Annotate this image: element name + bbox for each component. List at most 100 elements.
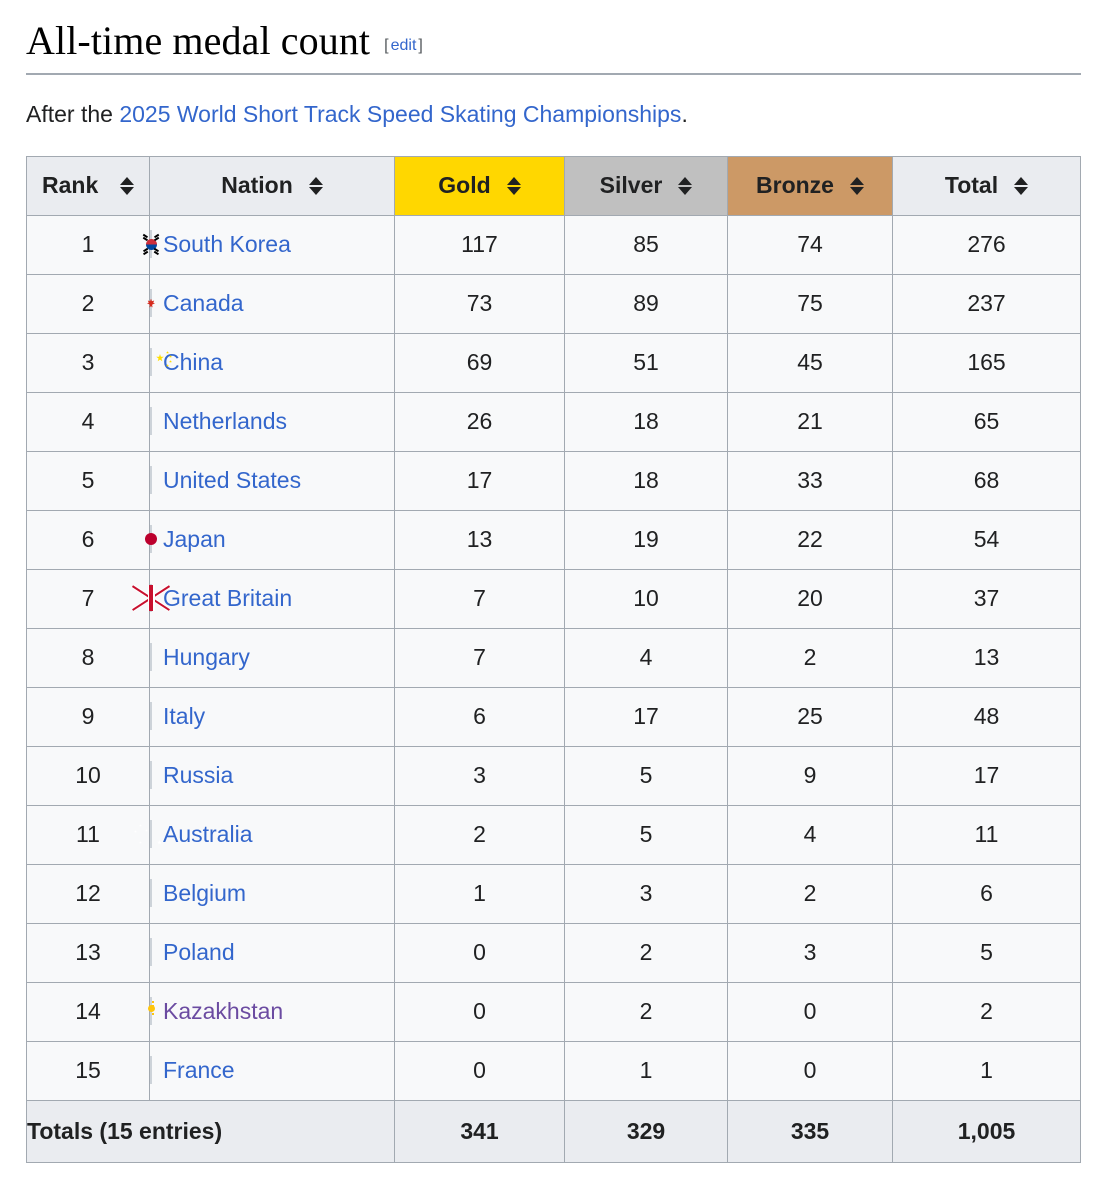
table-row: 6 Japan 13 19 22 54 [26, 509, 1081, 570]
column-header-bronze-label: Bronze [756, 172, 834, 198]
silver-cell: 1 [564, 1040, 728, 1101]
flag-japan-icon [145, 525, 157, 553]
total-cell: 68 [892, 450, 1081, 511]
flag-poland-icon [150, 938, 152, 966]
rank-cell: 10 [26, 745, 150, 806]
silver-cell: 2 [564, 922, 728, 983]
flag-france-icon [150, 1056, 152, 1084]
nation-link[interactable]: United States [163, 467, 302, 493]
nation-link[interactable]: Hungary [163, 644, 250, 670]
nation-link[interactable]: Kazakhstan [163, 998, 284, 1024]
rank-cell: 1 [26, 214, 150, 275]
intro-suffix: . [681, 101, 688, 127]
rank-cell: 7 [26, 568, 150, 629]
rank-cell: 11 [26, 804, 150, 865]
page-title: All-time medal count [26, 18, 371, 63]
nation-link[interactable]: China [163, 349, 224, 375]
column-header-nation[interactable]: Nation [149, 155, 395, 216]
silver-cell: 51 [564, 332, 728, 393]
bronze-cell: 3 [727, 922, 893, 983]
total-cell: 237 [892, 273, 1081, 334]
table-body: 1 South Korea 117 85 74 276 2 Canada 73 89 75 237 3 C… [26, 214, 1081, 1101]
nation-link[interactable]: Poland [163, 939, 235, 965]
table-head: Rank Nation Gold [26, 155, 1081, 216]
silver-cell: 19 [564, 509, 728, 570]
column-header-total[interactable]: Total [892, 155, 1081, 216]
silver-cell: 89 [564, 273, 728, 334]
flag-great-britain-icon [131, 584, 171, 612]
nation-cell: United States [149, 450, 395, 511]
nation-link[interactable]: Japan [163, 526, 226, 552]
table-foot: Totals (15 entries) 341 329 335 1,005 [26, 1099, 1081, 1163]
table-row: 9 Italy 6 17 25 48 [26, 686, 1081, 747]
totals-row: Totals (15 entries) 341 329 335 1,005 [26, 1099, 1081, 1163]
rank-cell: 14 [26, 981, 150, 1042]
heading-divider [26, 73, 1081, 75]
table-row: 13 Poland 0 2 3 5 [26, 922, 1081, 983]
nation-link[interactable]: Belgium [163, 880, 247, 906]
sort-arrows-icon[interactable] [678, 176, 693, 195]
bronze-cell: 4 [727, 804, 893, 865]
bronze-cell: 2 [727, 627, 893, 688]
flag-russia-icon [150, 761, 152, 789]
nation-cell: Netherlands [149, 391, 395, 452]
silver-cell: 3 [564, 863, 728, 924]
column-header-rank[interactable]: Rank [26, 155, 150, 216]
nation-link[interactable]: France [163, 1057, 235, 1083]
flag-kazakhstan-icon [147, 997, 155, 1025]
edit-open-bracket: [ [384, 37, 389, 54]
table-row: 2 Canada 73 89 75 237 [26, 273, 1081, 334]
table-row: 10 Russia 3 5 9 17 [26, 745, 1081, 806]
rank-cell: 4 [26, 391, 150, 452]
nation-link[interactable]: Russia [163, 762, 234, 788]
column-header-silver-label: Silver [599, 172, 663, 198]
nation-cell: China [149, 332, 395, 393]
total-cell: 2 [892, 981, 1081, 1042]
nation-link[interactable]: Netherlands [163, 408, 288, 434]
nation-link[interactable]: Australia [163, 821, 253, 847]
sort-arrows-icon[interactable] [506, 176, 521, 195]
edit-link[interactable]: edit [390, 37, 417, 54]
rank-cell: 3 [26, 332, 150, 393]
nation-link[interactable]: Great Britain [163, 585, 293, 611]
flag-belgium-icon [150, 879, 152, 907]
column-header-silver[interactable]: Silver [564, 155, 728, 216]
rank-cell: 9 [26, 686, 150, 747]
sort-arrows-icon[interactable] [120, 176, 134, 195]
silver-cell: 5 [564, 745, 728, 806]
championships-link[interactable]: 2025 World Short Track Speed Skating Cha… [119, 101, 682, 127]
column-header-gold[interactable]: Gold [394, 155, 565, 216]
silver-cell: 18 [564, 391, 728, 452]
flag-united-states-icon [150, 466, 152, 494]
gold-cell: 7 [394, 568, 565, 629]
table-row: 5 United States 17 18 33 68 [26, 450, 1081, 511]
flag-south-korea-icon [142, 230, 160, 258]
silver-cell: 17 [564, 686, 728, 747]
total-cell: 11 [892, 804, 1081, 865]
totals-label: Totals (15 entries) [26, 1099, 395, 1163]
column-header-bronze[interactable]: Bronze [727, 155, 893, 216]
total-cell: 54 [892, 509, 1081, 570]
totals-gold: 341 [394, 1099, 565, 1163]
bronze-cell: 21 [727, 391, 893, 452]
total-cell: 48 [892, 686, 1081, 747]
rank-cell: 6 [26, 509, 150, 570]
medal-table: Rank Nation Gold [26, 155, 1081, 1163]
nation-link[interactable]: South Korea [163, 231, 291, 257]
total-cell: 5 [892, 922, 1081, 983]
bronze-cell: 74 [727, 214, 893, 275]
bronze-cell: 2 [727, 863, 893, 924]
rank-cell: 2 [26, 273, 150, 334]
sort-arrows-icon[interactable] [308, 176, 323, 195]
bronze-cell: 0 [727, 981, 893, 1042]
table-row: 1 South Korea 117 85 74 276 [26, 214, 1081, 275]
column-header-total-label: Total [944, 172, 999, 198]
total-cell: 13 [892, 627, 1081, 688]
nation-link[interactable]: Italy [163, 703, 206, 729]
nation-link[interactable]: Canada [163, 290, 244, 316]
sort-arrows-icon[interactable] [849, 176, 864, 195]
total-cell: 65 [892, 391, 1081, 452]
nation-cell: Canada [146, 273, 395, 334]
sort-arrows-icon[interactable] [1014, 176, 1029, 195]
